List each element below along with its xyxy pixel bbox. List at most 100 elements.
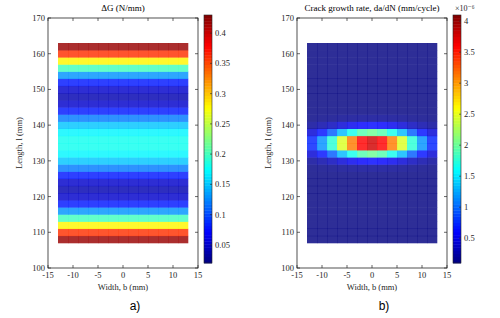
- cell: [178, 179, 188, 186]
- cell: [98, 107, 108, 114]
- cell: [397, 157, 407, 164]
- colorbar-step: [204, 139, 212, 143]
- colorbar-tick-label: 0.4: [215, 28, 226, 38]
- cell: [317, 86, 327, 93]
- colorbar-step: [453, 257, 461, 261]
- cell: [158, 136, 168, 143]
- cell: [337, 157, 347, 164]
- cell: [168, 172, 178, 179]
- cell: [68, 193, 78, 200]
- cell: [347, 214, 357, 221]
- cell: [148, 100, 158, 107]
- cell: [417, 193, 427, 200]
- cell: [427, 122, 437, 129]
- cell: [427, 172, 437, 179]
- cell: [68, 143, 78, 150]
- cell: [178, 157, 188, 164]
- colorbar-step: [204, 43, 212, 47]
- cell: [407, 43, 417, 50]
- cell: [427, 214, 437, 221]
- colorbar-step: [204, 217, 212, 221]
- cell: [148, 157, 158, 164]
- colorbar-step: [204, 89, 212, 93]
- y-tick-label: 160: [281, 49, 294, 59]
- cell: [327, 214, 337, 221]
- cell: [138, 179, 148, 186]
- cell: [178, 229, 188, 236]
- cell: [158, 193, 168, 200]
- cell: [158, 157, 168, 164]
- cell: [417, 114, 427, 121]
- cell: [148, 122, 158, 129]
- cell: [118, 179, 128, 186]
- x-tick: [422, 18, 423, 21]
- cell: [118, 200, 128, 207]
- colorbar-step: [453, 195, 461, 199]
- cell: [417, 136, 427, 143]
- cell: [168, 200, 178, 207]
- cell: [407, 186, 417, 193]
- cell: [377, 193, 387, 200]
- cell: [158, 186, 168, 193]
- cell: [108, 86, 118, 93]
- cell: [307, 114, 317, 121]
- cell: [357, 114, 367, 121]
- colorbar-step: [204, 108, 212, 112]
- x-tick: [347, 265, 348, 268]
- y-tick: [444, 268, 447, 269]
- cell: [317, 236, 327, 243]
- colorbar-step: [453, 89, 461, 93]
- cell: [367, 229, 377, 236]
- colorbar-step: [453, 52, 461, 56]
- cell: [158, 179, 168, 186]
- cell: [78, 100, 88, 107]
- y-tick-label: 110: [282, 227, 294, 237]
- cell: [357, 207, 367, 214]
- cell: [407, 136, 417, 143]
- cell: [397, 200, 407, 207]
- cell: [98, 172, 108, 179]
- cell: [427, 150, 437, 157]
- cell: [307, 193, 317, 200]
- cell: [397, 93, 407, 100]
- cell: [68, 129, 78, 136]
- cell: [78, 43, 88, 50]
- cell: [158, 114, 168, 121]
- cell: [427, 186, 437, 193]
- cell: [78, 86, 88, 93]
- cell: [68, 93, 78, 100]
- colorbar-tick: [210, 93, 212, 94]
- cell: [387, 157, 397, 164]
- colorbar-step: [204, 238, 212, 242]
- colorbar-step: [453, 167, 461, 171]
- cell: [347, 107, 357, 114]
- colorbar-step: [204, 186, 212, 190]
- colorbar-step: [453, 71, 461, 75]
- y-tick-label: 140: [281, 120, 294, 130]
- colorbar-step: [453, 58, 461, 62]
- x-tick: [123, 265, 124, 268]
- cell: [327, 229, 337, 236]
- cell: [347, 93, 357, 100]
- cell: [168, 79, 178, 86]
- colorbar-step: [204, 71, 212, 75]
- cell: [178, 122, 188, 129]
- cell: [148, 50, 158, 57]
- cell: [427, 222, 437, 229]
- y-tick: [444, 232, 447, 233]
- cell: [148, 186, 158, 193]
- cell: [317, 143, 327, 150]
- colorbar-tick-label: 0.2: [215, 149, 226, 159]
- cell: [407, 50, 417, 57]
- y-tick-label: 150: [32, 84, 45, 94]
- x-tick: [73, 265, 74, 268]
- colorbar-step: [204, 136, 212, 140]
- cell: [98, 222, 108, 229]
- colorbar-step: [453, 164, 461, 168]
- cell: [58, 172, 68, 179]
- colorbar-tick: [210, 63, 212, 64]
- cell: [387, 93, 397, 100]
- cell: [78, 172, 88, 179]
- colorbar-step: [453, 133, 461, 137]
- cell: [357, 229, 367, 236]
